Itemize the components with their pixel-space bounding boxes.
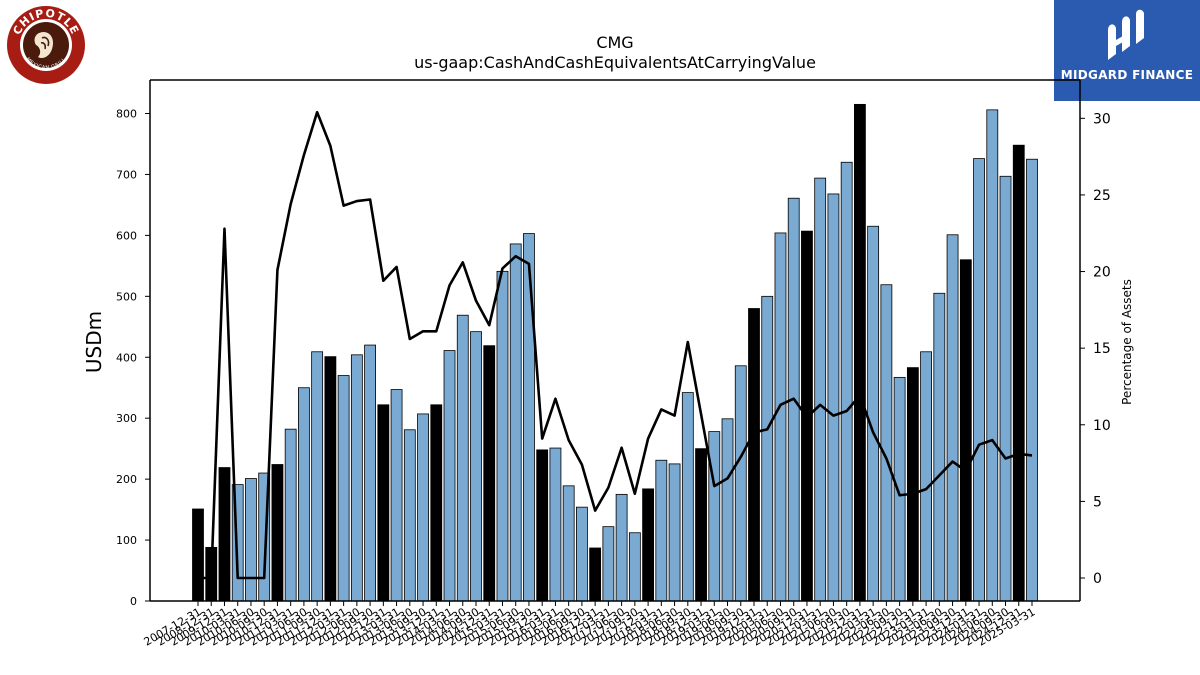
- bar-quarterly: [443, 350, 456, 602]
- bar-annual: [483, 345, 496, 602]
- y2-tick-label: 10: [1093, 418, 1111, 434]
- bar-quarterly: [496, 270, 509, 602]
- bar-quarterly: [390, 389, 403, 602]
- bar-quarterly: [509, 243, 522, 602]
- y-tick-label: 0: [130, 595, 137, 608]
- chart-subtitle: us-gaap:CashAndCashEquivalentsAtCarrying…: [414, 53, 816, 72]
- bar-quarterly: [761, 295, 774, 602]
- bar-annual: [271, 464, 284, 602]
- y-tick-label: 400: [116, 351, 137, 364]
- bar-annual: [748, 308, 760, 602]
- bar-quarterly: [827, 193, 840, 602]
- bar-quarterly: [933, 292, 946, 602]
- y2-tick-label: 0: [1093, 571, 1102, 587]
- bar-quarterly: [297, 387, 310, 602]
- bar-quarterly: [364, 344, 377, 602]
- y2-tick-label: 30: [1093, 111, 1111, 127]
- bars-layer: [192, 103, 1038, 602]
- bar-quarterly: [245, 478, 257, 602]
- y-tick-label: 500: [116, 290, 137, 303]
- bar-quarterly: [549, 447, 562, 602]
- y-tick-label: 100: [116, 534, 137, 547]
- bar-quarterly: [576, 506, 588, 602]
- bar-quarterly: [403, 429, 416, 602]
- bar-quarterly: [721, 418, 734, 602]
- bar-annual: [430, 404, 443, 602]
- bar-quarterly: [840, 161, 853, 602]
- axes-layer: 0100200300400500600700800051015202530200…: [116, 79, 1111, 649]
- y2-tick-label: 5: [1093, 494, 1102, 510]
- midgard-logo-text: MIDGARD FINANCE: [1060, 68, 1194, 82]
- bar-quarterly: [814, 177, 827, 602]
- y-tick-label: 200: [116, 473, 137, 486]
- midgard-emblem-icon: [1108, 9, 1144, 60]
- bar-quarterly: [655, 459, 668, 602]
- y-tick-label: 700: [116, 168, 137, 181]
- bar-quarterly: [417, 413, 429, 602]
- bar-annual: [642, 488, 654, 602]
- bar-quarterly: [999, 175, 1012, 602]
- chart-title: CMG: [596, 33, 633, 52]
- bar-quarterly: [628, 532, 641, 602]
- bar-quarterly: [350, 354, 363, 602]
- bar-quarterly: [920, 351, 932, 602]
- bar-quarterly: [562, 485, 575, 602]
- bar-annual: [695, 448, 707, 602]
- bar-annual: [192, 508, 204, 602]
- bar-quarterly: [867, 225, 880, 602]
- bar-annual: [377, 404, 390, 602]
- bar-quarterly: [946, 234, 959, 602]
- bar-quarterly: [708, 431, 721, 602]
- bar-quarterly: [284, 428, 297, 602]
- bar-quarterly: [337, 375, 350, 602]
- y2-axis-label: Percentage of Assets: [1120, 279, 1134, 405]
- bar-quarterly: [973, 158, 985, 602]
- y2-tick-label: 15: [1093, 341, 1111, 357]
- bar-quarterly: [470, 331, 482, 602]
- bar-quarterly: [1026, 158, 1038, 602]
- bar-annual: [1012, 144, 1025, 602]
- bar-annual: [589, 547, 602, 602]
- percent-line: [198, 110, 1033, 580]
- y-tick-label: 800: [116, 108, 137, 121]
- bar-quarterly: [602, 526, 615, 602]
- bar-quarterly: [774, 232, 787, 602]
- bar-quarterly: [893, 376, 906, 602]
- bar-quarterly: [456, 314, 469, 602]
- bar-quarterly: [681, 392, 694, 602]
- bar-annual: [959, 259, 972, 602]
- y2-tick-label: 20: [1093, 265, 1111, 281]
- y-tick-label: 300: [116, 412, 137, 425]
- y-axis-label: USDm: [82, 311, 106, 373]
- bar-quarterly: [986, 109, 999, 602]
- line-layer: [198, 110, 1033, 580]
- y2-tick-label: 25: [1093, 188, 1111, 204]
- bar-annual: [218, 467, 231, 602]
- bar-annual: [324, 356, 337, 602]
- bar-quarterly: [615, 493, 628, 602]
- midgard-finance-logo: MIDGARD FINANCE: [1054, 0, 1200, 101]
- bar-annual: [536, 449, 549, 602]
- bar-quarterly: [311, 351, 324, 602]
- bar-quarterly: [880, 284, 893, 602]
- bar-annual: [906, 367, 919, 602]
- bar-quarterly: [523, 233, 535, 602]
- chipotle-logo: CHIPOTLE MEXICAN GRILL: [6, 5, 86, 85]
- bar-annual: [854, 103, 866, 602]
- y-tick-label: 600: [116, 229, 137, 242]
- bar-quarterly: [734, 365, 747, 602]
- bar-quarterly: [668, 463, 681, 602]
